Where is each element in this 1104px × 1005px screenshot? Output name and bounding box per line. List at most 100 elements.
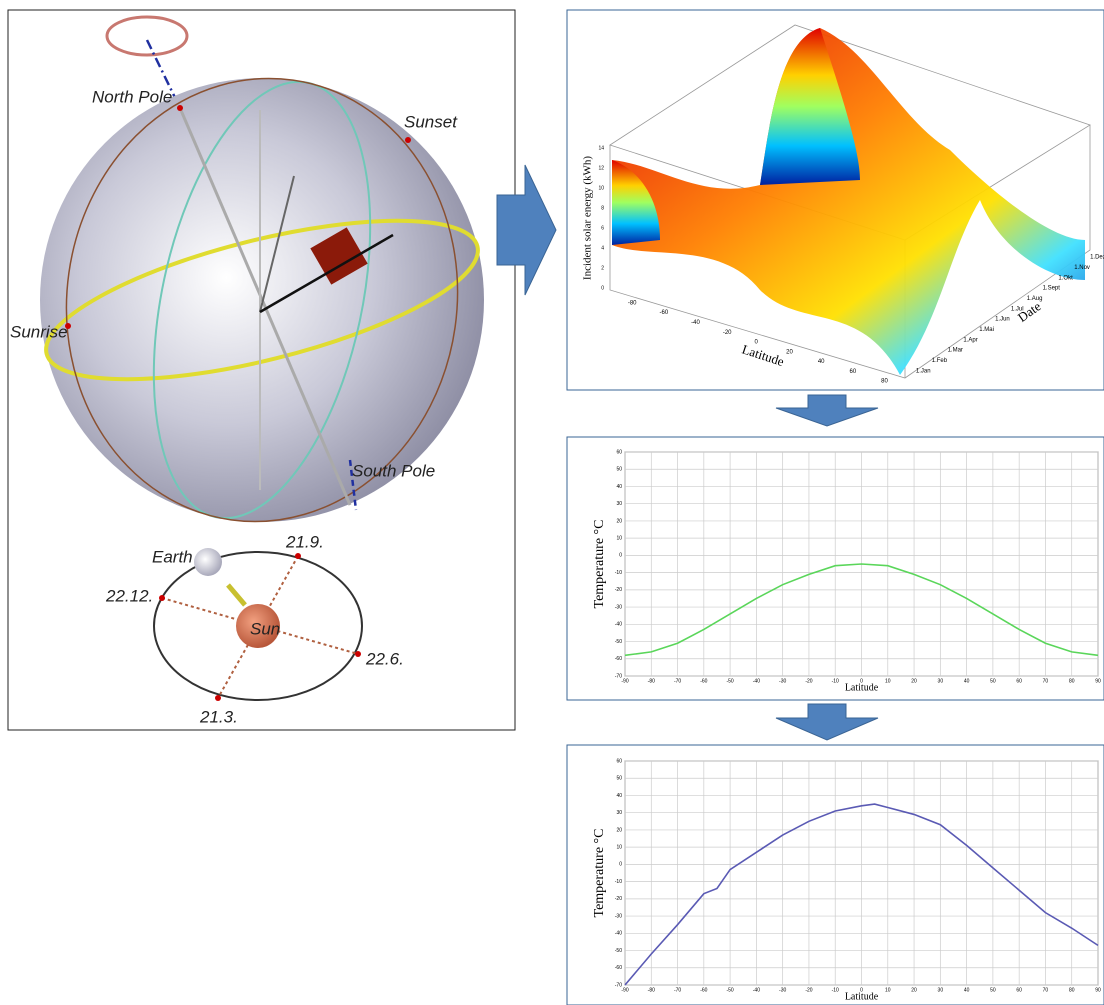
y-tick-label: -10 — [615, 879, 622, 885]
x-tick-label: -40 — [753, 987, 760, 993]
axis-title: Incident solar energy (kWh) — [582, 156, 594, 280]
axis-title: Temperature °C — [592, 520, 607, 609]
x-tick-label: 20 — [911, 678, 917, 684]
pole-dot — [177, 105, 183, 111]
y-tick-label: -30 — [615, 604, 622, 610]
x-tick-label: 20 — [911, 987, 917, 993]
x-tick-label: -70 — [674, 987, 681, 993]
y-tick-label: 50 — [616, 467, 622, 473]
x-tick-label: -20 — [723, 330, 732, 336]
x-tick-label: 80 — [881, 379, 888, 385]
y-tick-label: 0 — [619, 862, 622, 868]
x-tick-label: 30 — [938, 678, 944, 684]
x-tick-label: 70 — [1043, 678, 1049, 684]
x-tick-label: -80 — [648, 678, 655, 684]
y-tick-label: 10 — [616, 844, 622, 850]
axis-title: Latitude — [845, 991, 879, 1002]
x-tick-label: 50 — [990, 678, 996, 684]
x-tick-label: 60 — [850, 369, 857, 375]
x-tick-label: 10 — [885, 678, 891, 684]
date-tick-label: 1.Jul — [1011, 306, 1024, 312]
x-tick-label: 10 — [885, 987, 891, 993]
label: Earth — [152, 547, 193, 566]
label: 22.12. — [105, 586, 153, 605]
x-tick-label: -60 — [660, 310, 669, 316]
y-tick-label: 60 — [616, 758, 622, 764]
z-tick-label: 4 — [601, 245, 604, 251]
z-tick-label: 0 — [601, 285, 604, 291]
y-tick-label: 30 — [616, 501, 622, 507]
date-tick-label: 1.Jun — [995, 317, 1010, 323]
flow-arrow — [776, 395, 878, 426]
y-tick-label: -20 — [615, 896, 622, 902]
x-tick-label: -30 — [779, 678, 786, 684]
label: 22.6. — [365, 649, 404, 668]
label: North Pole — [92, 87, 172, 106]
label: Sunrise — [10, 322, 68, 341]
date-tick-label: 1.Mar — [948, 348, 963, 354]
label: Sun — [250, 619, 280, 638]
label: 21.3. — [199, 707, 238, 726]
z-tick-label: 8 — [601, 205, 604, 211]
figure: North Pole Sunset Sunrise South Pole Ear… — [0, 0, 1104, 1005]
date-tick-label: 1.Mai — [979, 327, 994, 333]
z-tick-label: 12 — [598, 165, 604, 171]
date-tick-label: 1.Feb — [932, 358, 948, 364]
dot — [405, 137, 411, 143]
x-tick-label: 80 — [1069, 678, 1075, 684]
y-tick-label: 40 — [616, 484, 622, 490]
z-tick-label: 10 — [598, 185, 604, 191]
flow-arrow — [776, 704, 878, 740]
y-tick-label: -60 — [615, 965, 622, 971]
y-tick-label: 0 — [619, 553, 622, 559]
label: Sunset — [404, 112, 458, 131]
x-tick-label: -90 — [621, 987, 628, 993]
x-tick-label: -70 — [674, 678, 681, 684]
x-tick-label: -30 — [779, 987, 786, 993]
x-tick-label: -60 — [700, 987, 707, 993]
y-tick-label: -20 — [615, 587, 622, 593]
axis-title: Latitude — [845, 682, 879, 693]
page: North Pole Sunset Sunrise South Pole Ear… — [0, 0, 1104, 1005]
x-tick-label: 20 — [786, 349, 793, 355]
y-tick-label: -30 — [615, 913, 622, 919]
earth — [194, 548, 222, 576]
x-tick-label: 30 — [938, 987, 944, 993]
x-tick-label: -20 — [805, 678, 812, 684]
y-tick-label: 50 — [616, 776, 622, 782]
y-tick-label: 30 — [616, 810, 622, 816]
label: South Pole — [352, 461, 435, 480]
x-tick-label: -50 — [726, 678, 733, 684]
date-tick-label: 1.Dez — [1090, 255, 1104, 261]
x-tick-label: -10 — [832, 987, 839, 993]
y-tick-label: 20 — [616, 827, 622, 833]
y-tick-label: -60 — [615, 656, 622, 662]
z-tick-label: 2 — [601, 265, 604, 271]
x-tick-label: -80 — [628, 300, 637, 306]
y-tick-label: -40 — [615, 931, 622, 937]
x-tick-label: -40 — [691, 320, 700, 326]
label: 21.9. — [285, 532, 324, 551]
axis-title: Temperature °C — [592, 829, 607, 918]
x-tick-label: -50 — [726, 987, 733, 993]
x-tick-label: 60 — [1016, 678, 1022, 684]
x-tick-label: 60 — [1016, 987, 1022, 993]
x-tick-label: 50 — [990, 987, 996, 993]
x-tick-label: -90 — [621, 678, 628, 684]
date-tick-label: 1.Okt — [1058, 275, 1073, 281]
x-tick-label: 40 — [964, 987, 970, 993]
x-tick-label: 90 — [1095, 678, 1101, 684]
x-tick-label: 40 — [818, 359, 825, 365]
x-tick-label: -40 — [753, 678, 760, 684]
date-tick-label: 1.Nov — [1074, 265, 1090, 271]
date-tick-label: 1.Apr — [963, 337, 977, 343]
date-tick-label: 1.Aug — [1027, 296, 1043, 302]
x-tick-label: -20 — [805, 987, 812, 993]
y-tick-label: 20 — [616, 518, 622, 524]
z-tick-label: 6 — [601, 225, 604, 231]
x-tick-label: -80 — [648, 987, 655, 993]
y-tick-label: -40 — [615, 622, 622, 628]
date-tick-label: 1.Sept — [1043, 286, 1061, 292]
y-tick-label: 40 — [616, 793, 622, 799]
y-tick-label: -10 — [615, 570, 622, 576]
